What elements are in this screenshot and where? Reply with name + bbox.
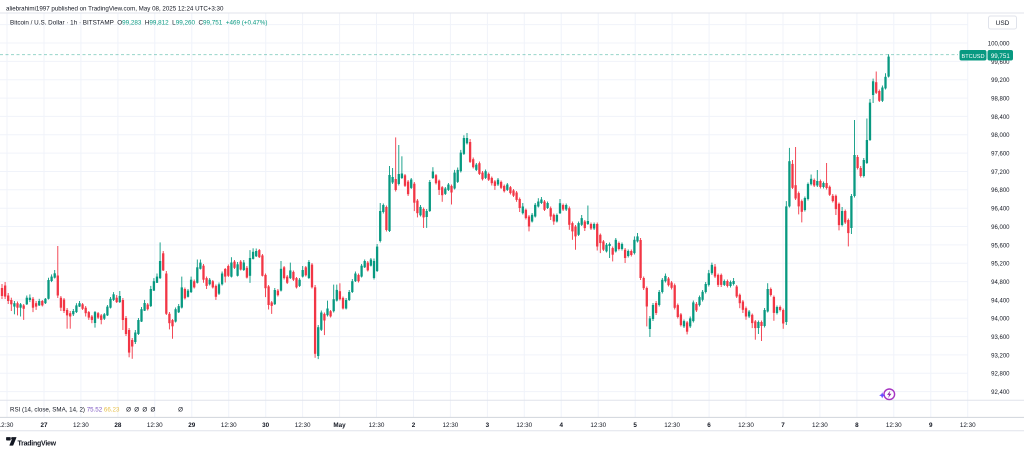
svg-text:12:30: 12:30 — [443, 422, 459, 429]
svg-text:TradingView: TradingView — [18, 441, 57, 448]
svg-text:98,800: 98,800 — [991, 96, 1010, 102]
svg-text:7: 7 — [781, 422, 785, 429]
svg-text:5: 5 — [633, 422, 637, 429]
svg-text:93,200: 93,200 — [991, 353, 1010, 359]
svg-text:aliebrahimi1997 published on T: aliebrahimi1997 published on TradingView… — [6, 5, 224, 12]
svg-text:12:30: 12:30 — [0, 422, 14, 429]
svg-text:12:30: 12:30 — [221, 422, 237, 429]
svg-text:96,000: 96,000 — [991, 225, 1010, 231]
svg-text:99,751: 99,751 — [991, 53, 1010, 60]
svg-text:12:30: 12:30 — [590, 422, 606, 429]
svg-text:12:30: 12:30 — [664, 422, 680, 429]
svg-text:28: 28 — [114, 422, 122, 429]
svg-text:95,200: 95,200 — [991, 262, 1010, 268]
svg-text:8: 8 — [855, 422, 859, 429]
svg-text:BTCUSD: BTCUSD — [962, 54, 985, 60]
svg-text:94,000: 94,000 — [991, 317, 1010, 323]
svg-text:9: 9 — [929, 422, 933, 429]
svg-text:92,800: 92,800 — [991, 372, 1010, 378]
svg-text:12:30: 12:30 — [812, 422, 828, 429]
svg-text:27: 27 — [40, 422, 48, 429]
svg-text:USD: USD — [996, 20, 1010, 27]
svg-text:94,400: 94,400 — [991, 298, 1010, 304]
svg-text:98,000: 98,000 — [991, 133, 1010, 139]
svg-text:May: May — [333, 422, 346, 429]
svg-text:12:30: 12:30 — [516, 422, 532, 429]
svg-text:30: 30 — [262, 422, 270, 429]
svg-text:93,600: 93,600 — [991, 335, 1010, 341]
svg-text:96,400: 96,400 — [991, 207, 1010, 213]
svg-text:12:30: 12:30 — [73, 422, 89, 429]
svg-text:96,800: 96,800 — [991, 188, 1010, 194]
svg-text:2: 2 — [412, 422, 416, 429]
svg-text:99,600: 99,600 — [991, 60, 1010, 66]
svg-text:92,400: 92,400 — [991, 390, 1010, 396]
svg-text:100,000: 100,000 — [988, 41, 1010, 47]
svg-text:12:30: 12:30 — [886, 422, 902, 429]
svg-text:6: 6 — [707, 422, 711, 429]
svg-text:12:30: 12:30 — [147, 422, 163, 429]
svg-text:94,800: 94,800 — [991, 280, 1010, 286]
svg-text:4: 4 — [559, 422, 563, 429]
svg-text:97,200: 97,200 — [991, 170, 1010, 176]
svg-text:12:30: 12:30 — [369, 422, 385, 429]
svg-text:12:30: 12:30 — [738, 422, 754, 429]
svg-text:29: 29 — [188, 422, 196, 429]
svg-text:RSI (14, close, SMA, 14, 2) 75: RSI (14, close, SMA, 14, 2) 75.52 66.23 … — [10, 406, 183, 413]
svg-text:95,600: 95,600 — [991, 243, 1010, 249]
svg-text:Bitcoin / U.S. Dollar · 1h · B: Bitcoin / U.S. Dollar · 1h · BITSTAMP O9… — [10, 19, 267, 26]
svg-text:99,200: 99,200 — [991, 78, 1010, 84]
svg-text:12:30: 12:30 — [295, 422, 311, 429]
svg-text:12:30: 12:30 — [960, 422, 976, 429]
svg-text:3: 3 — [486, 422, 490, 429]
svg-text:97,600: 97,600 — [991, 152, 1010, 158]
svg-text:98,400: 98,400 — [991, 115, 1010, 121]
